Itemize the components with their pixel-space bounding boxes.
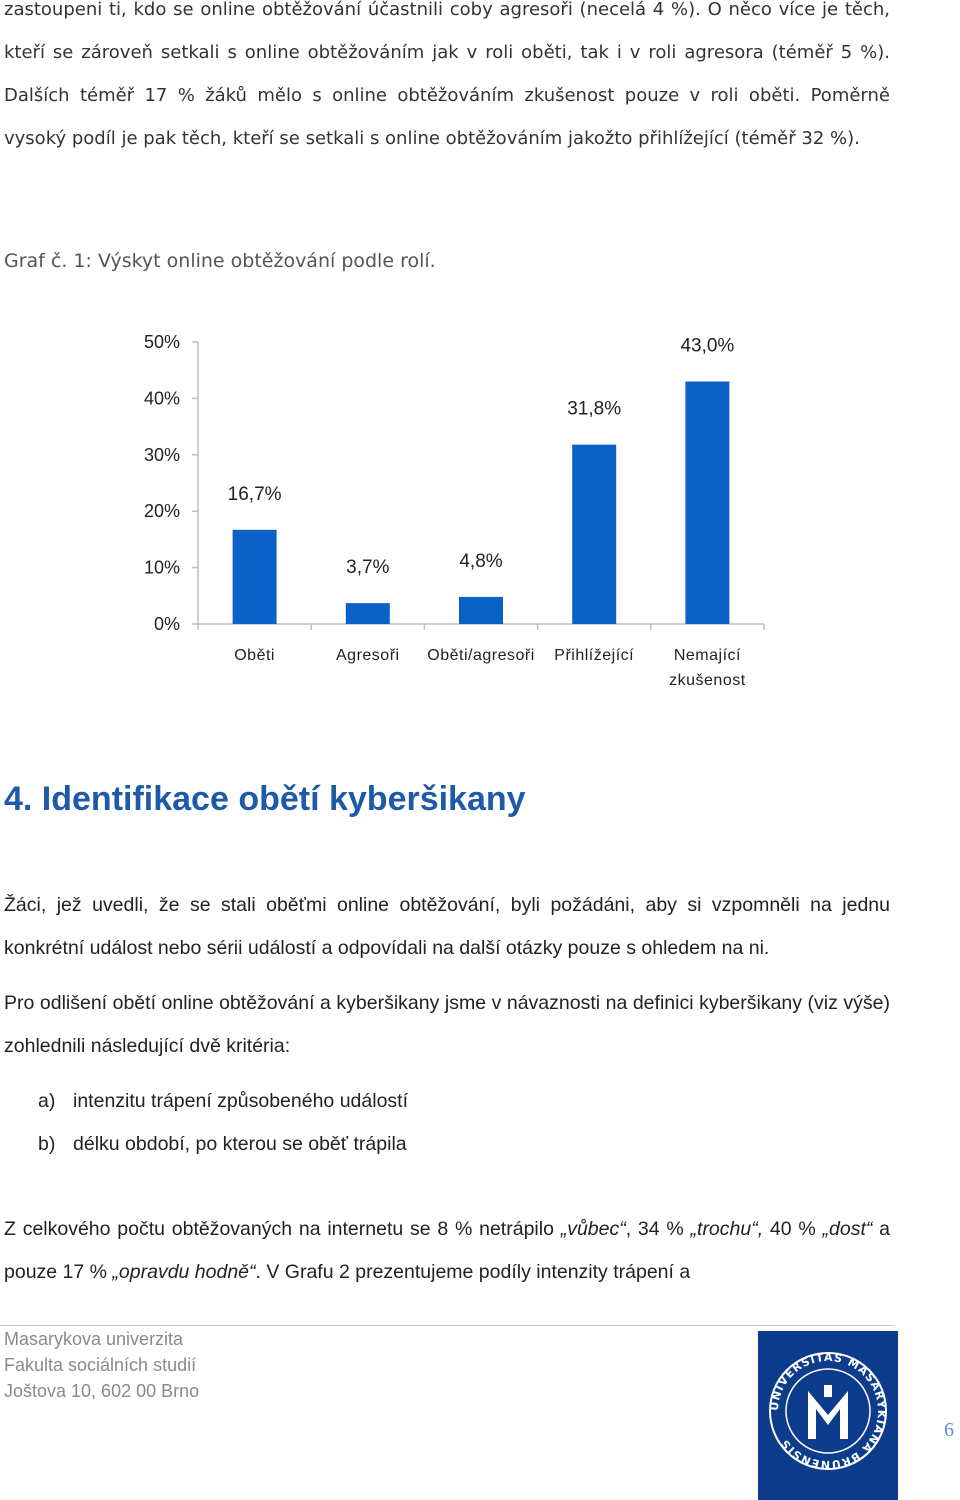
bar-value-label: 16,7% [228,484,282,505]
y-tick-label: 30% [144,445,180,465]
text-run: Z celkového počtu obtěžovaných na intern… [4,1218,561,1240]
footer-street: Joštova 10, 602 00 Brno [4,1381,200,1401]
y-tick-label: 20% [144,501,180,521]
bar-chart: 0% 10% 20% 30% 40% 50% 16,7% Oběti 3,7% Agresoři… [144,332,765,689]
bar-value-label: 31,8% [567,399,621,420]
bar-value-label: 3,7% [346,557,389,578]
y-tick-label: 0% [154,614,180,634]
bar [459,596,503,624]
paragraph-victims: Žáci, jež uvedli, že se stali oběťmi onl… [4,894,890,959]
category-label: Oběti [234,647,275,664]
paragraph-criteria: Pro odlišení obětí online obtěžování a k… [4,992,890,1057]
chart-axes: 0% 10% 20% 30% 40% 50% [144,332,765,634]
footer-university: Masarykova univerzita [4,1329,184,1349]
chart-caption: Graf č. 1: Výskyt online obtěžování podl… [4,250,436,272]
emphasis-dost: „dost“ [822,1218,873,1240]
chart-labels: 16,7% Oběti 3,7% Agresoři 4,8% Oběti/agresoři… [228,335,746,689]
intro-paragraph: zastoupeni ti, kdo se online obtěžování … [4,0,890,149]
footer-divider [0,1325,894,1326]
y-tick-label: 40% [144,388,180,408]
bar [685,381,730,624]
emphasis-vubec: „vůbec“ [560,1218,626,1240]
y-tick-label: 10% [144,558,180,578]
list-item: b) délku období, po kterou se oběť trápil… [38,1123,408,1166]
bar-value-label: 43,0% [680,335,734,356]
criteria-list: a) intenzitu trápení způsobeného událostí… [38,1080,408,1166]
y-tick-label: 50% [144,332,180,352]
category-label: Nemající [674,647,741,664]
list-item-text: délku období, po kterou se oběť trápila [73,1133,407,1155]
list-marker: b) [38,1133,56,1155]
bar [572,444,617,624]
category-label: Oběti/agresoři [427,647,535,664]
bar [232,529,277,624]
list-marker: a) [38,1090,56,1112]
emphasis-opravdu-hodne: „opravdu hodně“ [112,1261,256,1283]
bar-value-label: 4,8% [459,551,502,572]
bar [345,603,390,624]
category-label: zkušenost [669,672,746,689]
list-item-text: intenzitu trápení způsobeného událostí [73,1090,408,1112]
emphasis-trochu: „trochu“, [690,1218,764,1240]
text-run: a pouze 17 % [4,1218,890,1283]
footer-address: Masarykova univerzita Fakulta sociálních… [4,1326,199,1404]
section-heading: 4. Identifikace obětí kyberšikany [4,780,526,818]
chart-bars [232,381,730,624]
text-run: , 34 % [625,1218,691,1240]
category-label: Přihlížející [554,647,634,664]
university-seal-logo: UNIVERSITAS MASARYKIANA BRUNENSIS [758,1331,898,1500]
paragraph-intensity: Z celkového počtu obtěžovaných na intern… [4,1208,890,1294]
footer-faculty: Fakulta sociálních studií [4,1355,197,1375]
list-item: a) intenzitu trápení způsobeného událostí [38,1080,408,1123]
text-run: . V Grafu 2 prezentujeme podíly intenzit… [255,1261,691,1283]
category-label: Agresoři [336,647,400,664]
page-number: 6 [944,1419,954,1441]
text-run: 40 % [763,1218,823,1240]
